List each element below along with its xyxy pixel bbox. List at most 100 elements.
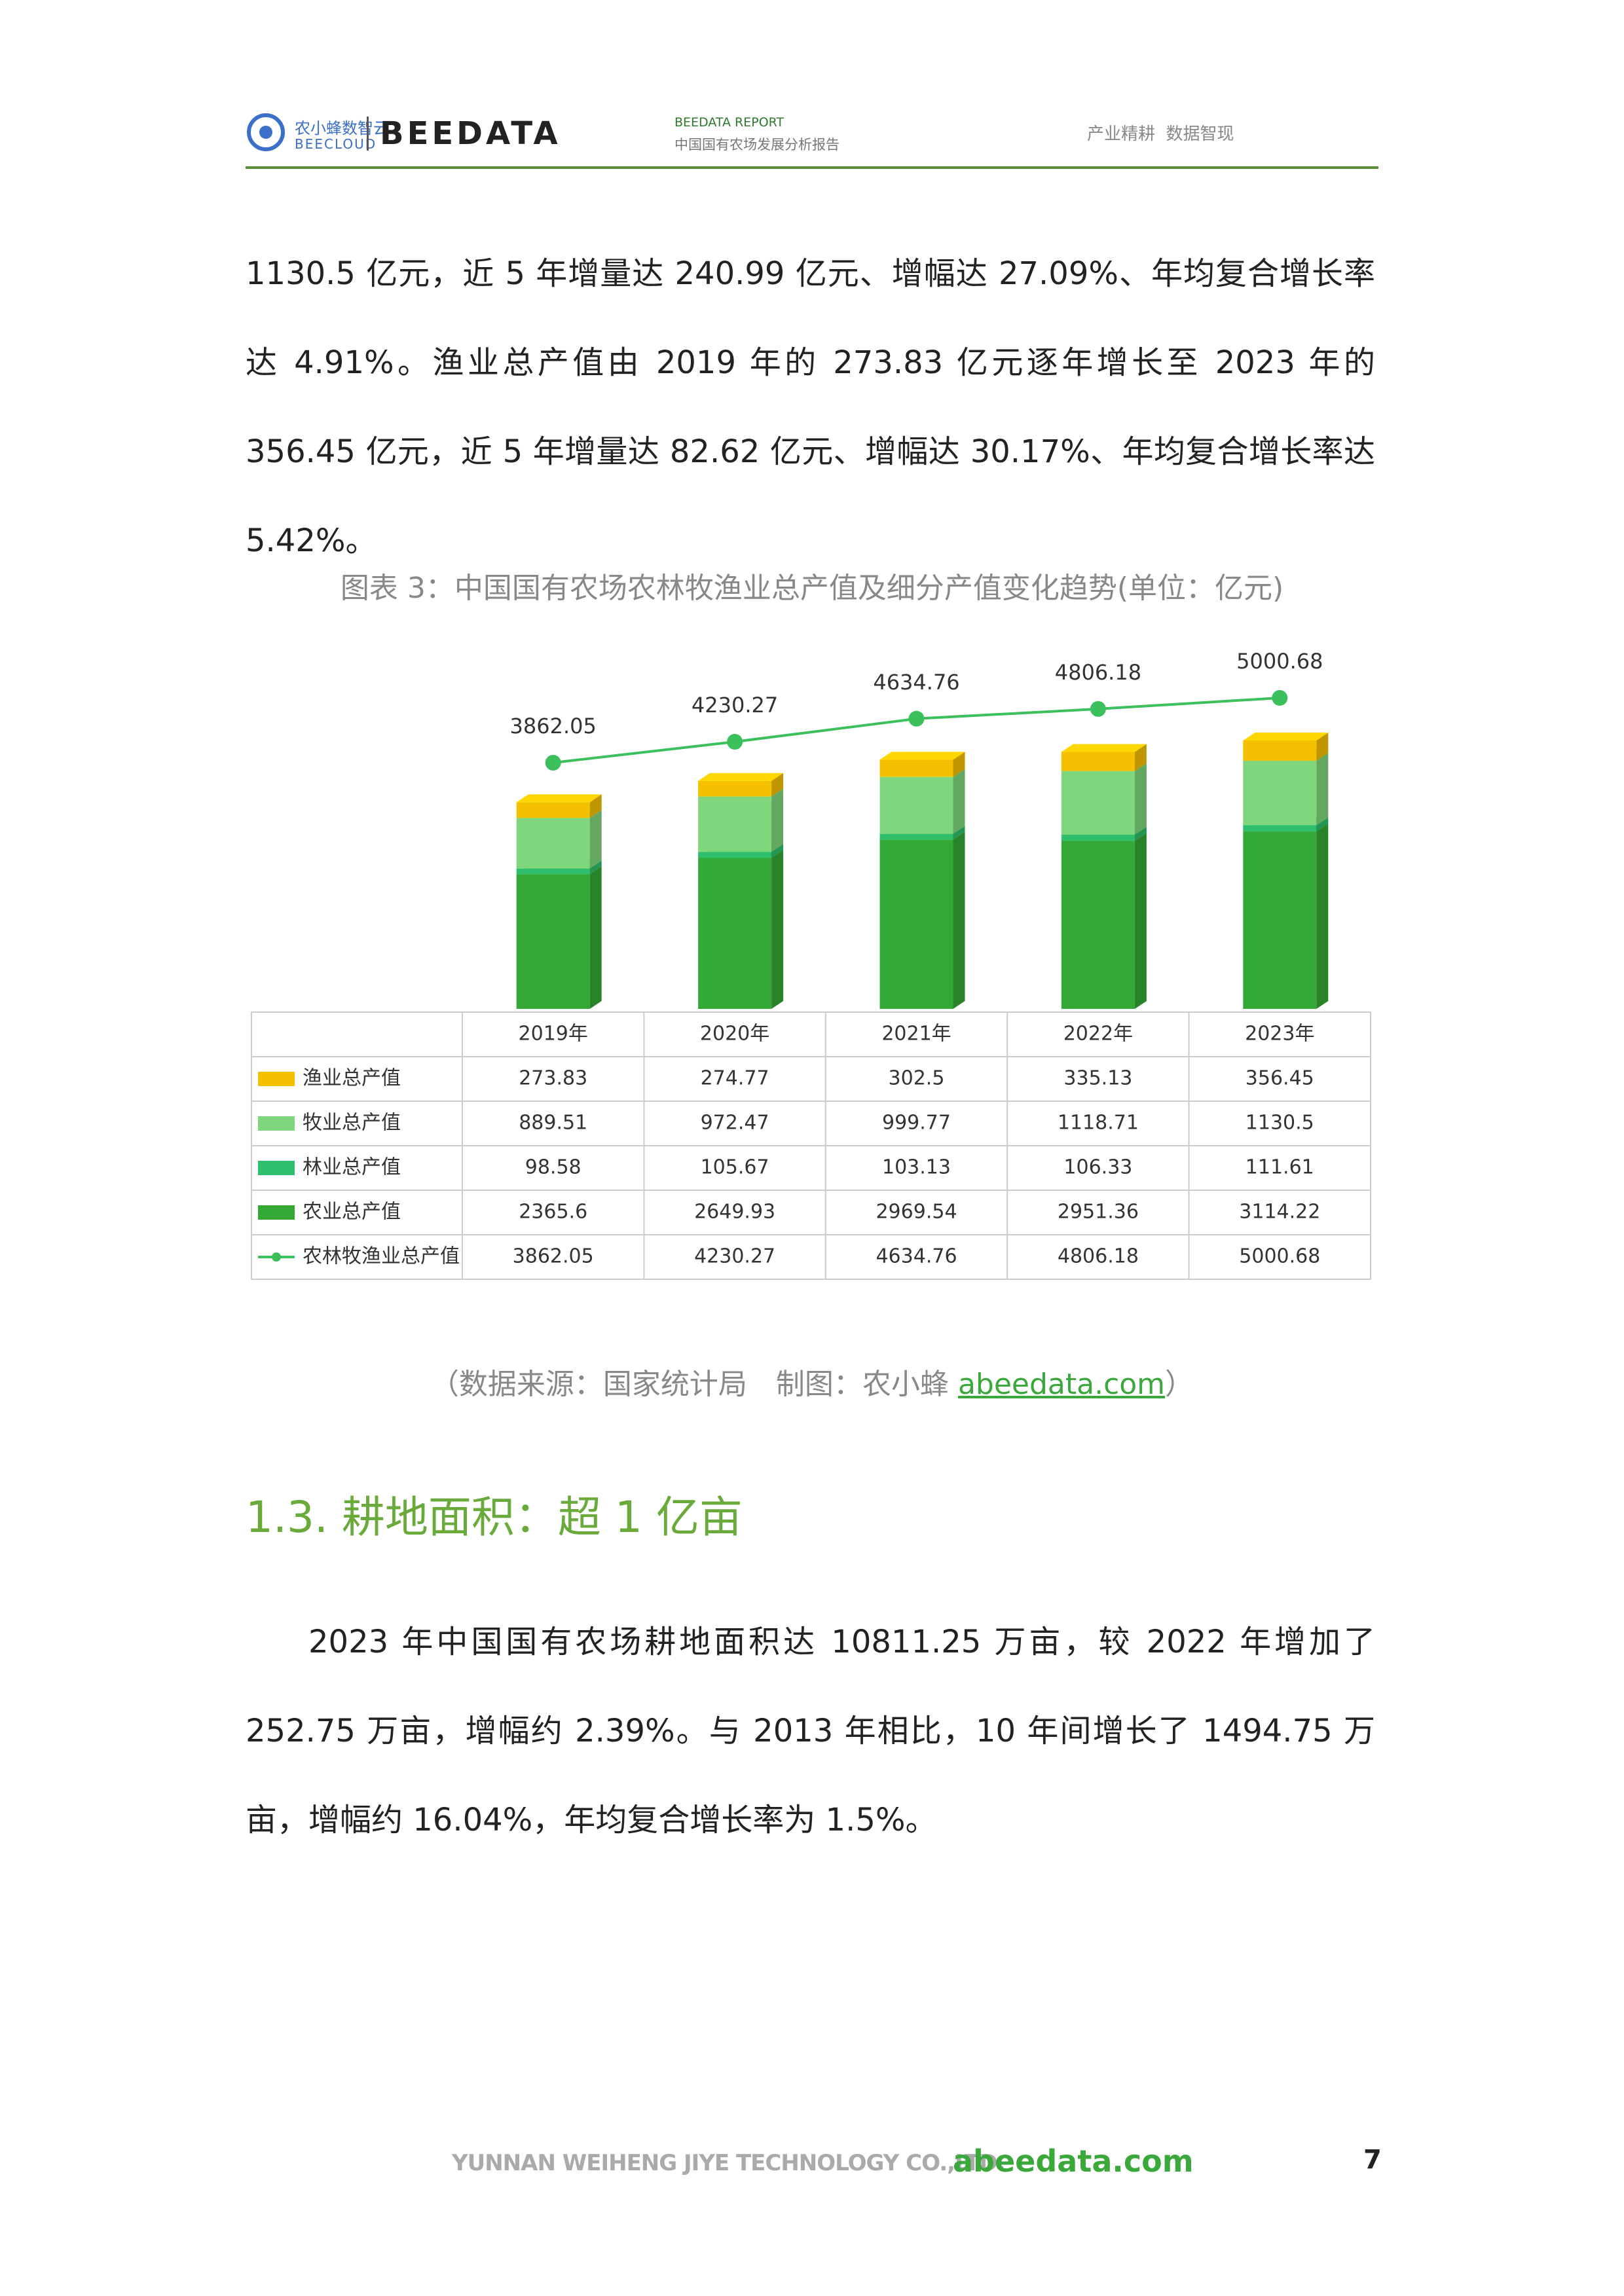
bar-side xyxy=(771,844,784,858)
bar-front xyxy=(1243,831,1317,1009)
table-value: 2649.93 xyxy=(694,1201,775,1224)
source: （数据来源：国家统计局 制图：农小蜂 abeedata.com） xyxy=(0,1360,1624,1402)
table-value: 2969.54 xyxy=(876,1201,957,1224)
bar-segment xyxy=(879,769,965,834)
table-value: 4634.76 xyxy=(876,1245,957,1268)
legend-swatch xyxy=(258,1116,295,1131)
x-tick-label: 2020年 xyxy=(700,1023,769,1046)
bar-top xyxy=(698,773,784,781)
logo-cn: 农小蜂数智云 xyxy=(295,119,389,137)
logo-icon xyxy=(247,113,285,151)
bar-front xyxy=(879,833,953,840)
bar-front xyxy=(698,858,772,1009)
paragraph: 1130.5 亿元，近 5 年增量达 240.99 亿元、增幅达 27.09%、… xyxy=(246,255,1375,559)
total-point xyxy=(1090,701,1106,717)
bar-side xyxy=(771,773,784,797)
bar-segment xyxy=(879,752,965,777)
chart-title: 图表 3：中国国有农场农林牧渔业总产值及细分产值变化趋势(单位：亿元) xyxy=(340,572,1284,605)
legend-label: 林业总产值 xyxy=(303,1156,401,1179)
total-label: 4230.27 xyxy=(692,693,778,718)
page-number: 7 xyxy=(1363,2145,1382,2175)
bar-side xyxy=(953,831,965,1009)
table-value: 106.33 xyxy=(1063,1156,1132,1179)
bar-side xyxy=(589,794,602,818)
x-tick-label: 2019年 xyxy=(519,1023,588,1046)
bar-segment xyxy=(1061,763,1147,835)
slogan: 产业精耕 数据智现 xyxy=(1087,124,1234,144)
legend-swatch xyxy=(258,1205,295,1220)
bar-front xyxy=(879,776,953,834)
table-value: 273.83 xyxy=(519,1067,587,1090)
table-value: 3114.22 xyxy=(1239,1201,1320,1224)
bar-segment xyxy=(1061,744,1147,771)
bar-front xyxy=(1243,740,1317,761)
bar-side xyxy=(1134,833,1147,1009)
table-value: 5000.68 xyxy=(1239,1245,1320,1268)
legend-label: 农林牧渔业总产值 xyxy=(303,1245,460,1268)
bar-segment xyxy=(1061,833,1147,1009)
total-label: 3862.05 xyxy=(510,714,597,738)
legend-swatch xyxy=(258,1161,295,1175)
section-heading: 1.3. 耕地面积：超 1 亿亩 xyxy=(246,1492,743,1542)
bar-top xyxy=(1061,744,1147,752)
total-point xyxy=(545,755,561,771)
bar-side xyxy=(953,826,965,840)
bar-side xyxy=(1316,733,1329,761)
bar-top xyxy=(879,752,965,760)
brand: BEEDATA xyxy=(380,115,561,152)
footer-site[interactable]: abeedata.com xyxy=(953,2143,1194,2179)
bar-side xyxy=(771,850,784,1009)
logo-en: BEECLOUD xyxy=(295,136,377,152)
bar-segment xyxy=(1243,753,1329,826)
table-value: 972.47 xyxy=(701,1112,769,1135)
bar-front xyxy=(879,759,953,777)
legend-dot xyxy=(272,1252,281,1262)
bar-side xyxy=(589,866,602,1009)
bar-front xyxy=(1061,841,1135,1009)
x-tick-label: 2022年 xyxy=(1063,1023,1133,1046)
table-value: 335.13 xyxy=(1063,1067,1132,1090)
table-value: 2365.6 xyxy=(519,1201,587,1224)
table-value: 999.77 xyxy=(882,1112,951,1135)
bar-side xyxy=(1316,817,1329,832)
bar-segment xyxy=(1243,733,1329,761)
table-value: 302.5 xyxy=(889,1067,945,1090)
x-tick-label: 2023年 xyxy=(1245,1023,1314,1046)
bar-side xyxy=(1134,744,1147,771)
table-value: 2951.36 xyxy=(1058,1201,1139,1224)
bar-side xyxy=(589,860,602,875)
bar-segment xyxy=(1243,824,1329,1009)
legend-label: 牧业总产值 xyxy=(303,1112,401,1135)
bar-side xyxy=(1134,826,1147,841)
bar-front xyxy=(516,868,590,875)
bar-front xyxy=(698,852,772,858)
table-value: 1130.5 xyxy=(1246,1112,1314,1135)
bar-front xyxy=(1061,752,1135,771)
table-value: 103.13 xyxy=(882,1156,951,1179)
table-value: 111.61 xyxy=(1246,1156,1314,1179)
table-value: 105.67 xyxy=(701,1156,769,1179)
bar-segment xyxy=(698,850,784,1009)
total-point xyxy=(1272,689,1288,706)
table-value: 4230.27 xyxy=(694,1245,775,1268)
table-value: 274.77 xyxy=(701,1067,769,1090)
legend-label: 渔业总产值 xyxy=(303,1067,401,1090)
bar-front xyxy=(1243,761,1317,826)
report-label: BEEDATA REPORT xyxy=(674,115,784,130)
bar-segment xyxy=(516,794,602,818)
bar-side xyxy=(589,810,602,869)
total-point xyxy=(727,733,743,750)
chart: 3862.05 4230.27 4634.76 4806.18 5000.68 2019年… xyxy=(251,649,1371,1280)
bar-side xyxy=(953,752,965,777)
total-label: 5000.68 xyxy=(1236,649,1323,674)
source-link[interactable]: abeedata.com xyxy=(957,1368,1166,1401)
bar-front xyxy=(1061,771,1135,835)
bar-segment xyxy=(698,788,784,852)
bar-segment xyxy=(698,773,784,797)
bar-top xyxy=(516,794,602,803)
header-rule xyxy=(246,166,1378,169)
table-value: 4806.18 xyxy=(1058,1245,1139,1268)
legend-swatch xyxy=(258,1072,295,1086)
total-label: 4634.76 xyxy=(873,670,959,695)
bar-front xyxy=(516,802,590,818)
